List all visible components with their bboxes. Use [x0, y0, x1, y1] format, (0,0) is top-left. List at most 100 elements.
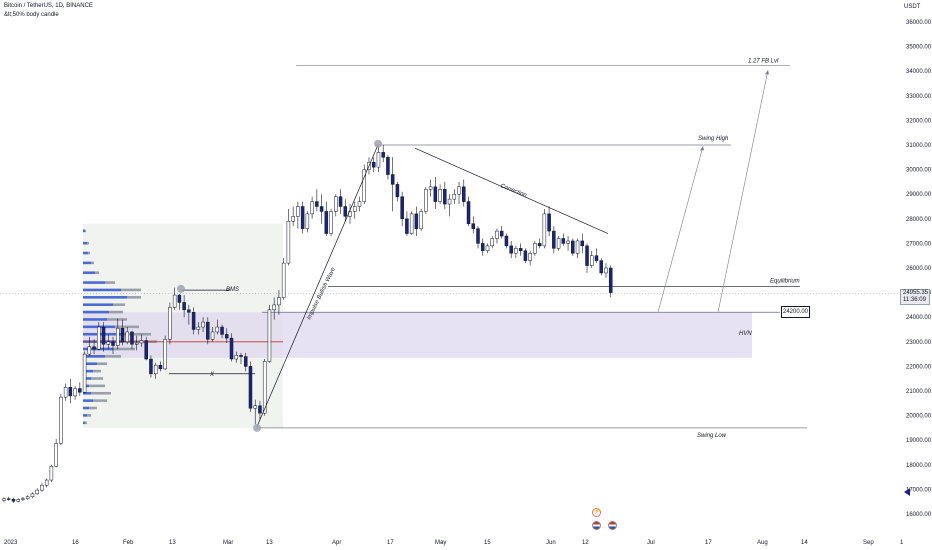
candle-body — [296, 206, 300, 217]
vp-bar-gray — [87, 241, 89, 245]
candle-body — [40, 484, 44, 491]
candle-body — [258, 405, 262, 414]
y-tick-label: 31000.00 — [906, 143, 932, 149]
x-tick-label: 17 — [387, 540, 394, 546]
candle-body — [490, 238, 494, 247]
y-tick-label: 19000.00 — [906, 438, 932, 444]
candle-body — [471, 223, 476, 229]
vp-bar-gray — [105, 355, 121, 358]
candle-body — [277, 297, 281, 306]
vp-bar-gray — [97, 362, 107, 366]
vp-bar-gray — [93, 399, 107, 402]
vp-bar-gray — [87, 414, 91, 417]
candle-body — [291, 216, 295, 222]
y-tick-label: 28000.00 — [906, 217, 932, 223]
vp-bar-gray — [113, 303, 125, 306]
x-tick-label: Apr — [332, 540, 341, 546]
flash-icon[interactable]: ⚡ — [592, 508, 601, 517]
candle-body — [575, 240, 580, 254]
candle-body — [547, 213, 551, 232]
current-price-value: 24955.35 — [903, 290, 929, 296]
candle-body — [414, 213, 419, 229]
vp-bar-gray — [91, 377, 103, 380]
candle-body — [594, 255, 599, 261]
candle-body — [220, 326, 224, 335]
series-marker-icon — [904, 488, 910, 496]
candle-body — [334, 196, 338, 212]
chart-title: Bitcoin / TetherUS, 1D, BINANCE — [4, 3, 93, 9]
y-tick-label: 18000.00 — [906, 463, 932, 469]
candle-body — [172, 294, 177, 308]
candle-body — [248, 366, 253, 409]
y-tick-label: 36000.00 — [906, 20, 932, 26]
impulse-line — [256, 144, 379, 427]
vp-bar-gray — [91, 391, 111, 395]
candle-body — [571, 240, 575, 254]
vp-bar-gray — [89, 384, 105, 388]
price-callout[interactable]: 24200.00 — [781, 306, 810, 318]
candle-body — [125, 331, 129, 343]
candle-body — [604, 267, 608, 274]
x-tick-label: 2023 — [4, 540, 18, 546]
candle-body — [319, 206, 324, 212]
y-tick-label: 24000.00 — [906, 315, 932, 321]
countdown-timer: 11:36:09 — [903, 297, 926, 303]
candle-body — [158, 364, 163, 370]
candle-body — [566, 240, 570, 244]
candle-body — [447, 198, 452, 205]
hvn-label: HVN — [739, 331, 752, 337]
candle-body — [424, 189, 428, 212]
vp-bar-gray — [91, 261, 94, 265]
candle-body — [229, 337, 234, 360]
pivot-marker — [253, 423, 261, 432]
candle-body — [163, 339, 167, 370]
x-tick-label: 12 — [582, 540, 589, 546]
candle-body — [243, 356, 248, 367]
x-tick-label: 1 — [900, 540, 904, 546]
candle-body — [286, 221, 291, 264]
candle-body — [433, 186, 438, 202]
candle-body — [16, 499, 20, 502]
correction-label: Correction — [499, 183, 528, 199]
vp-bar-gray — [85, 421, 87, 425]
candle-body — [452, 193, 457, 200]
us-flag-icon-2[interactable] — [608, 521, 617, 530]
candle-body — [68, 387, 73, 397]
candle-body — [409, 213, 414, 234]
candle-body — [556, 238, 561, 249]
price-axis: 36000.00 35000.00 34000.00 33000.00 32000.00… — [906, 20, 932, 518]
candle-body — [215, 326, 220, 333]
vp-bar-blue — [83, 421, 85, 425]
candle-body — [87, 346, 92, 355]
pivot-marker — [177, 284, 185, 293]
swing-high-label: Swing High — [698, 136, 729, 142]
candle-body — [608, 267, 613, 293]
candle-body — [523, 250, 528, 261]
candle-body — [504, 235, 509, 247]
candle-body — [419, 211, 423, 229]
x-tick-label: 13 — [266, 540, 273, 546]
candle-body — [272, 304, 276, 311]
candle-body — [2, 498, 6, 501]
candle-body — [518, 248, 523, 252]
vp-bar-gray — [121, 332, 151, 336]
candle-body — [329, 211, 333, 234]
vp-bar-gray — [93, 369, 101, 373]
vp-bar-blue — [83, 271, 95, 275]
candle-body — [371, 161, 376, 168]
current-price-badge: 24955.35 11:36:09 — [900, 289, 930, 305]
candle-body — [485, 245, 490, 252]
candle-body — [580, 240, 585, 247]
candle-body — [139, 340, 144, 344]
us-flag-icon[interactable] — [592, 521, 601, 530]
vp-bar-blue — [83, 288, 121, 292]
candle-body — [191, 312, 196, 330]
candle-body — [476, 228, 480, 244]
candle-body — [120, 328, 125, 343]
y-tick-label: 30000.00 — [906, 168, 932, 174]
vp-bar-blue — [83, 377, 91, 380]
indicator-label: &lt;50% body candle — [4, 12, 59, 18]
y-tick-label: 17000.00 — [906, 487, 932, 493]
candle-body — [395, 184, 400, 197]
